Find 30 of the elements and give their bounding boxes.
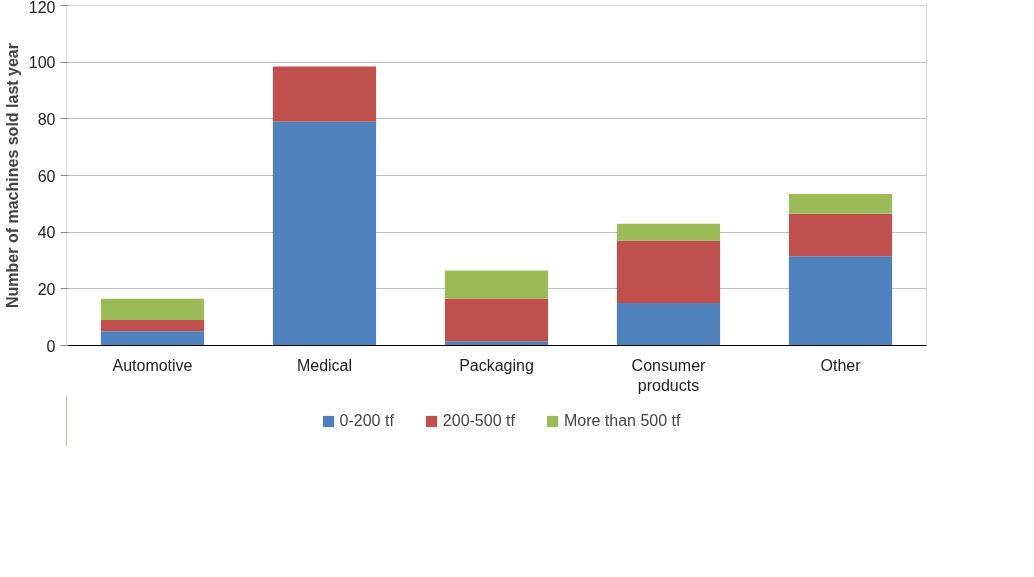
x-tick-label: Medical — [296, 356, 353, 374]
bar — [616, 240, 721, 303]
bar — [100, 320, 205, 332]
y-tick-label: 100 — [28, 54, 56, 72]
bar — [100, 331, 205, 346]
bar — [444, 298, 549, 342]
y-tick-label: 120 — [28, 0, 56, 16]
bar — [788, 256, 893, 346]
bar — [616, 303, 721, 346]
y-tick-label: 40 — [37, 224, 56, 242]
x-tick-label: Automotive — [112, 356, 193, 374]
y-tick-label: 0 — [46, 337, 56, 355]
y-tick-label: 80 — [37, 110, 56, 128]
bar — [100, 298, 205, 320]
bar — [616, 223, 721, 241]
legend-label: More than 500 tf — [563, 412, 681, 430]
y-tick-label: 60 — [37, 167, 56, 185]
bar — [788, 193, 893, 214]
legend-label: 200-500 tf — [442, 412, 515, 430]
bar — [444, 270, 549, 299]
y-tick-label: 20 — [37, 280, 56, 298]
x-tick-label: Other — [820, 356, 862, 374]
bar — [444, 341, 549, 346]
x-tick-label: Packaging — [459, 356, 534, 374]
bar — [788, 213, 893, 257]
legend-label: 0-200 tf — [339, 412, 394, 430]
bar — [272, 121, 377, 346]
bar — [272, 66, 377, 122]
x-tick-label: Consumer products — [631, 356, 707, 394]
y-axis-title: Number of machines sold last year — [3, 43, 21, 308]
